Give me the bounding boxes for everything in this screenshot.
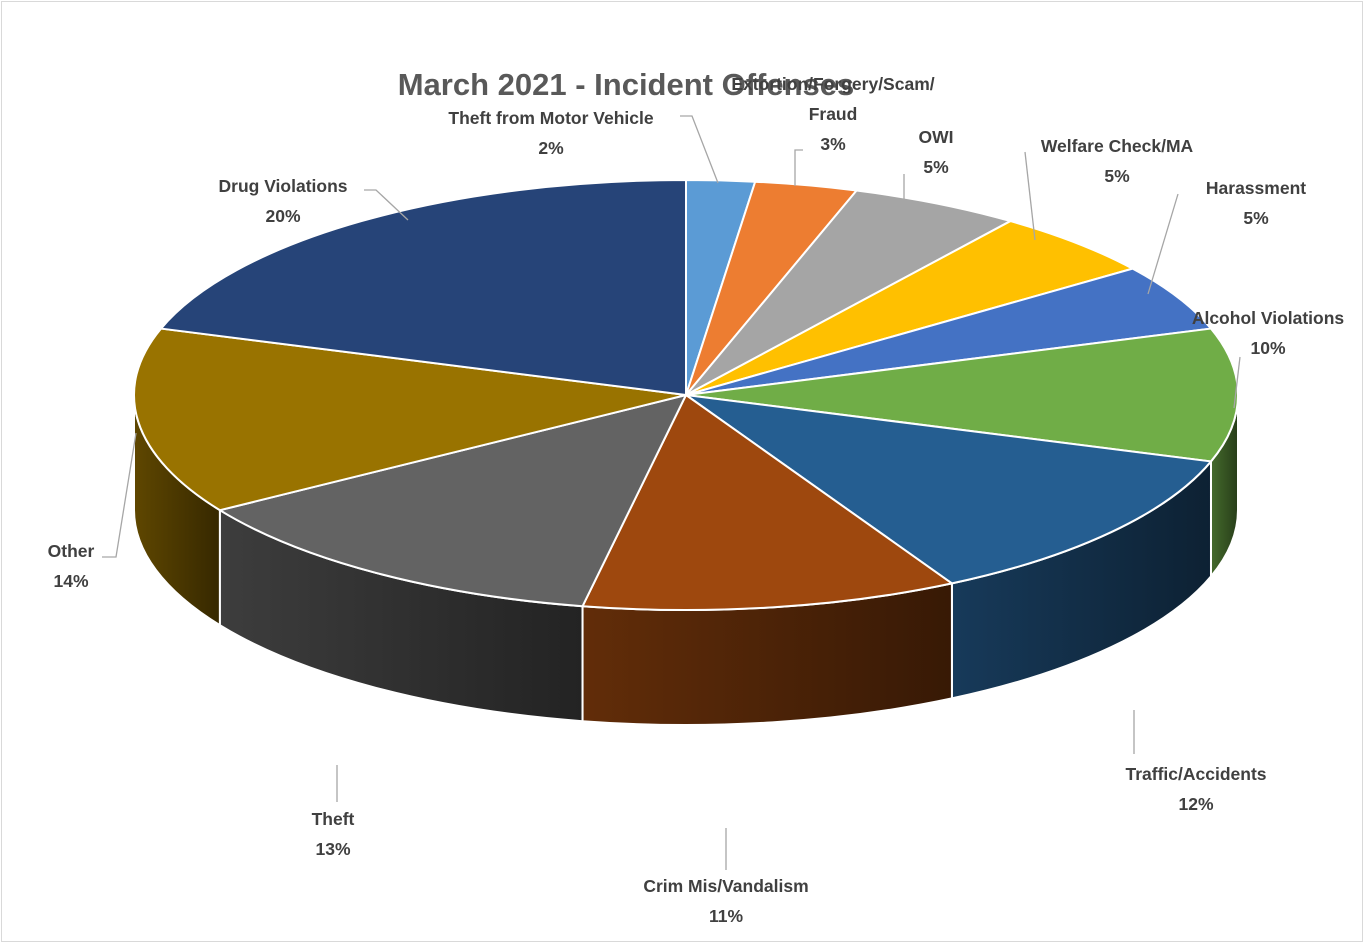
label-name-theft: Theft <box>312 809 355 829</box>
pie-top <box>133 179 1239 611</box>
leader-line-drug-violations <box>364 189 409 221</box>
label-percent-harassment: 5% <box>1243 208 1269 228</box>
pie-slice-theft <box>218 394 687 608</box>
label-name-theft-from-motor-vehicle: Theft from Motor Vehicle <box>448 108 653 128</box>
pie-slice-traffic-accidents <box>685 394 1212 585</box>
leader-line-alcohol-violations <box>1233 356 1241 409</box>
leader-line-harassment <box>1147 193 1179 295</box>
data-labels: Theft from Motor Vehicle 2% Extortion/Forg… <box>48 74 1345 926</box>
leader-line-extortion-forgery-scam-fraud <box>794 149 803 186</box>
pie-slice-crim-mis-vandalism <box>581 394 953 611</box>
label-name-crim-mis-vandalism: Crim Mis/Vandalism <box>643 876 808 896</box>
label-name-welfare-check-ma: Welfare Check/MA <box>1041 136 1194 156</box>
pie-slice-owi <box>685 189 1012 396</box>
pie-slice-harassment <box>685 267 1212 396</box>
leader-line-other <box>102 432 137 558</box>
label-percent-traffic-accidents: 12% <box>1178 794 1213 814</box>
pie-slice-welfare-check-ma <box>685 220 1134 396</box>
label-name-extortion-forgery-scam-fraud: Extortion/Forgery/Scam/ <box>731 74 934 94</box>
label-percent-owi: 5% <box>923 157 949 177</box>
label-percent-alcohol-violations: 10% <box>1250 338 1285 358</box>
pie-sides <box>133 394 1239 726</box>
label-percent-theft-from-motor-vehicle: 2% <box>538 138 564 158</box>
label-percent-crim-mis-vandalism: 11% <box>709 906 743 926</box>
pie-slice-alcohol-violations <box>685 327 1239 463</box>
chart-title: March 2021 - Incident Offenses <box>398 67 855 102</box>
label-name-traffic-accidents: Traffic/Accidents <box>1125 764 1266 784</box>
label-name-drug-violations: Drug Violations <box>219 176 348 196</box>
leader-line-theft-from-motor-vehicle <box>680 115 719 184</box>
label-name-owi: OWI <box>919 127 954 147</box>
label-name-other: Other <box>48 541 95 561</box>
label-name-extortion-forgery-scam-fraud: Fraud <box>809 104 858 124</box>
pie-slice-drug-violations <box>160 179 687 396</box>
label-name-harassment: Harassment <box>1206 178 1306 198</box>
label-percent-drug-violations: 20% <box>265 206 300 226</box>
label-percent-welfare-check-ma: 5% <box>1104 166 1130 186</box>
label-percent-other: 14% <box>53 571 88 591</box>
label-name-alcohol-violations: Alcohol Violations <box>1192 308 1345 328</box>
leader-line-welfare-check-ma <box>1024 151 1036 241</box>
pie-slice-other <box>133 327 687 512</box>
label-percent-extortion-forgery-scam-fraud: 3% <box>820 134 846 154</box>
label-percent-theft: 13% <box>315 839 350 859</box>
